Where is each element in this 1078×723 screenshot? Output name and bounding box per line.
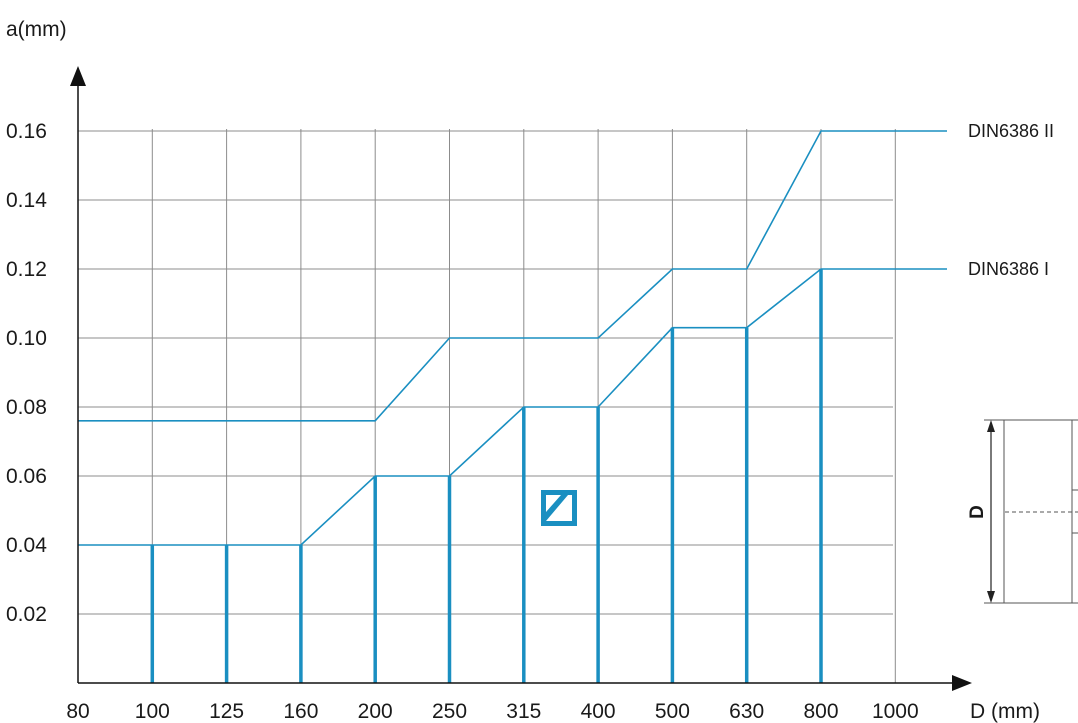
x-tick-label: 630	[729, 700, 764, 723]
series-label: DIN6386 II	[968, 121, 1054, 141]
x-tick-label: 400	[581, 700, 616, 723]
series-line	[78, 130, 947, 422]
brand-logo-icon	[541, 490, 577, 526]
diameter-label: D	[967, 505, 988, 519]
y-tick-label: 0.14	[6, 189, 47, 212]
x-tick-label: 800	[803, 700, 838, 723]
y-tick-label: 0.16	[6, 120, 47, 143]
y-tick-label: 0.04	[6, 534, 47, 557]
x-axis-title: D (mm)	[970, 700, 1040, 723]
arrow-down-icon	[987, 591, 995, 603]
series-label: DIN6386 I	[968, 259, 1049, 279]
y-tick-label: 0.02	[6, 603, 47, 626]
y-tick-label: 0.10	[6, 327, 47, 350]
y-tick-label: 0.12	[6, 258, 47, 281]
labels-layer: DIN6386 II DIN6386 I 0.02 0.04 0.06 0.08 0.10 0…	[6, 120, 1054, 723]
y-axis-title: a(mm)	[6, 18, 67, 41]
x-axis-arrow-icon	[952, 675, 972, 691]
y-axis-arrow-icon	[70, 66, 86, 86]
x-tick-label: 250	[432, 700, 467, 723]
x-tick-label: 160	[283, 700, 318, 723]
x-tick-label: 80	[66, 700, 89, 723]
bars-layer	[150, 269, 823, 683]
series-line	[78, 268, 947, 546]
series-layer	[78, 130, 947, 546]
y-tick-label: 0.08	[6, 396, 47, 419]
x-tick-label: 125	[209, 700, 244, 723]
x-tick-label: 100	[135, 700, 170, 723]
x-tick-label: 1000	[872, 700, 919, 723]
y-tick-label: 0.06	[6, 465, 47, 488]
x-tick-label: 200	[358, 700, 393, 723]
grid-layer	[78, 129, 896, 683]
x-tick-label: 500	[655, 700, 690, 723]
cylinder-diameter-diagram: D	[967, 419, 1078, 604]
axes-layer	[70, 66, 972, 691]
x-tick-label: 315	[506, 700, 541, 723]
arrow-up-icon	[987, 420, 995, 432]
